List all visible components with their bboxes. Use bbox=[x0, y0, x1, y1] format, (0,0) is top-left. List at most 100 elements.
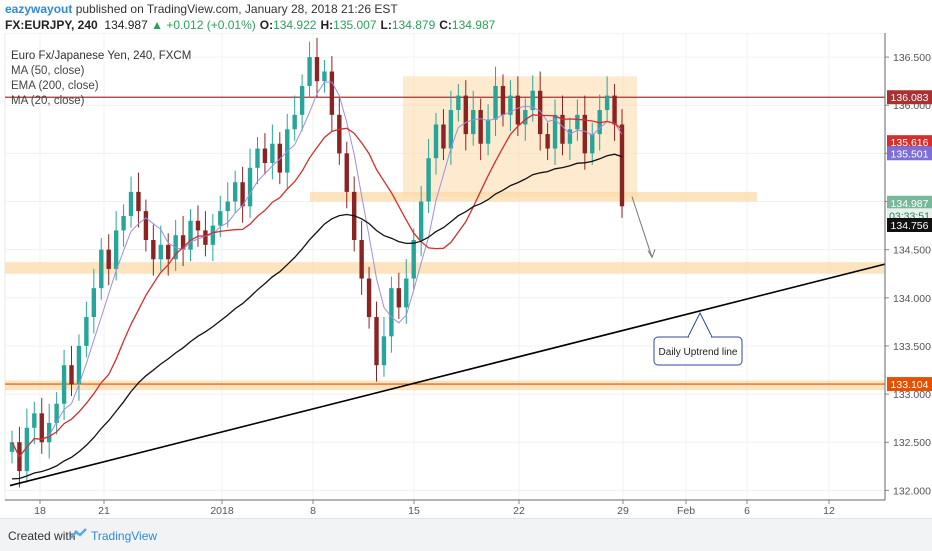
price-label-ma50-bg bbox=[887, 135, 932, 150]
candle-body bbox=[619, 124, 625, 207]
created-with-text: Created with bbox=[8, 529, 76, 543]
y-tick-label: 136.500 bbox=[893, 52, 931, 64]
candle-body bbox=[218, 211, 223, 226]
zone-upper bbox=[310, 191, 757, 202]
ma50-line bbox=[11, 114, 623, 458]
candle-body bbox=[292, 114, 297, 130]
zone-lower bbox=[5, 380, 884, 391]
candle-body bbox=[180, 235, 186, 250]
candle-body bbox=[552, 114, 558, 149]
x-tick-label: 6 bbox=[744, 505, 750, 517]
legend-ma50[interactable]: MA (50, close) bbox=[11, 65, 85, 77]
ohlc-header: FX:EURJPY, 240 134.987 ▲ +0.012 (+0.01%)… bbox=[5, 18, 495, 32]
legend-ma20[interactable]: MA (20, close) bbox=[11, 95, 85, 107]
candle-body bbox=[471, 110, 476, 135]
callout-join bbox=[689, 335, 711, 339]
zones bbox=[5, 76, 884, 391]
x-tick-label: 18 bbox=[34, 505, 46, 517]
candle-body bbox=[597, 110, 602, 135]
candle-body bbox=[485, 119, 491, 144]
candle-body bbox=[69, 365, 74, 385]
price-label-support-bg bbox=[887, 377, 932, 392]
y-tick-label: 132.500 bbox=[893, 437, 931, 449]
y-tick-label: 132.000 bbox=[893, 485, 931, 497]
candle-body bbox=[537, 90, 543, 135]
low-label: L: bbox=[380, 18, 392, 32]
price-chart[interactable]: Daily Uptrend line 132.000 132.500 133.000… bbox=[0, 33, 932, 518]
candle-body bbox=[523, 110, 528, 125]
ema200-line bbox=[11, 153, 623, 480]
last-price-value: 134.987 bbox=[104, 18, 148, 32]
candle-body bbox=[590, 134, 595, 154]
candle-body bbox=[441, 124, 446, 149]
x-tick-label: 2018 bbox=[210, 505, 234, 517]
candle-body bbox=[493, 85, 498, 120]
price-label-ema200: 134.756 bbox=[891, 220, 929, 232]
candle-body bbox=[158, 244, 163, 260]
price-label-support: 133.104 bbox=[891, 379, 929, 391]
candle-body bbox=[575, 114, 580, 130]
x-tick-label: 12 bbox=[823, 505, 835, 517]
candle-body bbox=[329, 71, 335, 115]
candle-body bbox=[433, 124, 439, 159]
candle-body bbox=[166, 244, 171, 260]
candle-body bbox=[61, 365, 67, 404]
candle-body bbox=[612, 95, 617, 125]
y-tick-label: 133.000 bbox=[893, 389, 931, 401]
open-label: O: bbox=[259, 18, 274, 32]
author-link[interactable]: eazywayout bbox=[5, 2, 73, 16]
candle-body bbox=[99, 249, 104, 289]
candle-body bbox=[32, 413, 37, 428]
legend-ema200[interactable]: EMA (200, close) bbox=[11, 80, 99, 92]
footer: Created with TradingView bbox=[0, 518, 932, 551]
candle-body bbox=[195, 220, 201, 231]
candle-body bbox=[9, 442, 15, 452]
candle-body bbox=[314, 57, 320, 82]
publish-header: eazywayout published on TradingView.com,… bbox=[5, 2, 398, 16]
candle-body bbox=[500, 85, 506, 115]
price-label-last: 134.987 bbox=[891, 198, 929, 210]
tradingview-brand-link[interactable]: TradingView bbox=[91, 529, 158, 543]
candle-body bbox=[106, 249, 111, 269]
price-label-resistance: 136.083 bbox=[891, 92, 929, 104]
candle-body bbox=[299, 85, 305, 115]
candle-body bbox=[203, 230, 208, 245]
candle-body bbox=[307, 57, 312, 86]
candle-body bbox=[426, 158, 431, 202]
x-tick-label: 15 bbox=[408, 505, 420, 517]
open-value: 134.922 bbox=[273, 18, 317, 32]
candle-body bbox=[530, 90, 535, 111]
price-label-ma20-bg bbox=[887, 146, 932, 161]
tradingview-logo-icon[interactable] bbox=[70, 527, 88, 541]
candle-body bbox=[255, 148, 260, 168]
projection-arrow-head bbox=[647, 249, 656, 259]
price-label-ma50: 135.616 bbox=[891, 137, 929, 149]
candle-body bbox=[240, 182, 245, 207]
candle-body bbox=[113, 230, 119, 269]
candle-body bbox=[232, 182, 238, 202]
candle-body bbox=[128, 191, 134, 216]
candle-body bbox=[374, 317, 379, 366]
callout-pointer bbox=[687, 311, 713, 338]
candle-body bbox=[389, 288, 394, 337]
candle-body bbox=[567, 129, 573, 144]
candle-body bbox=[225, 201, 230, 212]
candle-body bbox=[136, 191, 141, 212]
candle-body bbox=[508, 95, 513, 115]
candle-body bbox=[84, 317, 89, 346]
candle-body bbox=[76, 345, 82, 385]
candle-body bbox=[404, 278, 409, 308]
trendline-group: Daily Uptrend line bbox=[9, 196, 886, 487]
price-label-ema200-bg bbox=[887, 217, 932, 232]
candle-body bbox=[54, 403, 59, 423]
moving-averages bbox=[11, 81, 623, 480]
candle-body bbox=[151, 240, 156, 260]
price-label-resistance-bg bbox=[887, 90, 932, 105]
time-axis: 18 21 2018 8 15 22 29 Feb 6 12 bbox=[5, 499, 885, 517]
candle-body bbox=[143, 211, 149, 241]
y-tick-label: 133.500 bbox=[893, 341, 931, 353]
x-tick-label: 29 bbox=[617, 505, 629, 517]
close-label: C: bbox=[439, 18, 452, 32]
candle-body bbox=[210, 225, 216, 245]
candle-body bbox=[91, 288, 97, 318]
